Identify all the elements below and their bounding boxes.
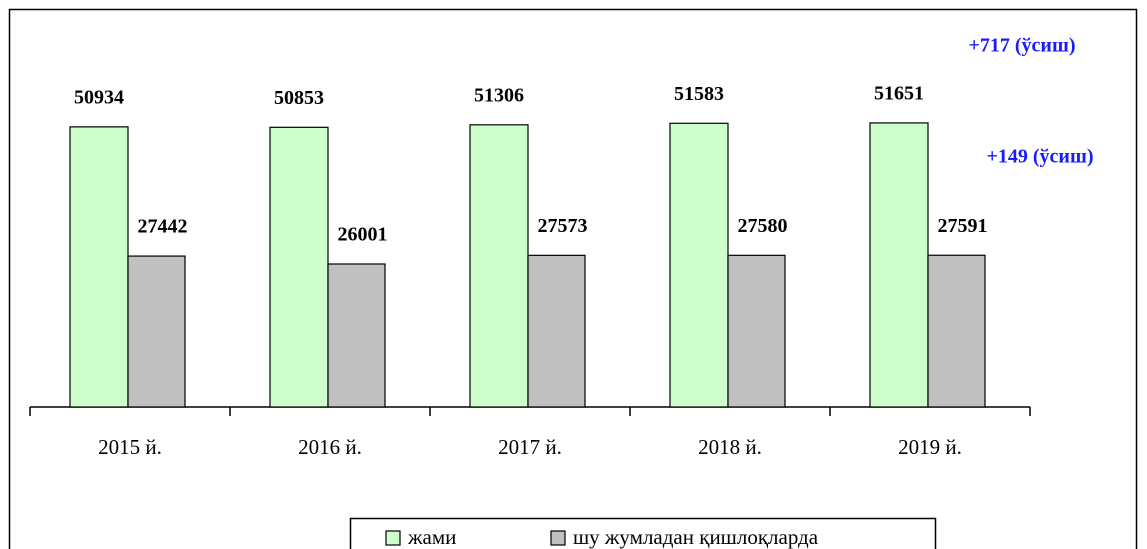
legend-swatch	[550, 530, 566, 546]
legend-swatch	[385, 530, 401, 546]
x-tick-label: 2016 й.	[298, 435, 362, 459]
bar	[327, 263, 386, 408]
x-tick-label: 2018 й.	[698, 435, 762, 459]
annotation: +717 (ўсиш)	[968, 35, 1075, 57]
legend-box	[349, 517, 937, 549]
data-label: 27442	[138, 216, 188, 238]
legend-label: жами	[407, 525, 456, 549]
bar	[269, 126, 329, 408]
x-tick-label: 2015 й.	[98, 435, 162, 459]
data-label: 26001	[338, 224, 388, 246]
data-label: 51306	[474, 84, 524, 106]
bar	[127, 255, 186, 408]
x-tick-label: 2019 й.	[898, 435, 962, 459]
bar	[927, 254, 986, 408]
data-label: 50934	[74, 86, 124, 108]
x-tick-label: 2017 й.	[498, 435, 562, 459]
data-label: 27573	[538, 215, 588, 237]
legend-label: шу жумладан қишлоқларда	[573, 525, 819, 549]
bar	[527, 254, 586, 408]
data-label: 51651	[874, 83, 924, 105]
annotation: +149 (ўсиш)	[986, 146, 1093, 168]
bar	[69, 126, 129, 408]
bar	[727, 254, 786, 408]
data-label: 51583	[674, 83, 724, 105]
bar	[669, 122, 729, 408]
data-label: 27580	[738, 215, 788, 237]
data-label: 50853	[274, 87, 324, 109]
bar	[469, 124, 529, 408]
chart-frame	[8, 8, 1138, 549]
data-label: 27591	[938, 215, 988, 237]
bar	[869, 122, 929, 408]
